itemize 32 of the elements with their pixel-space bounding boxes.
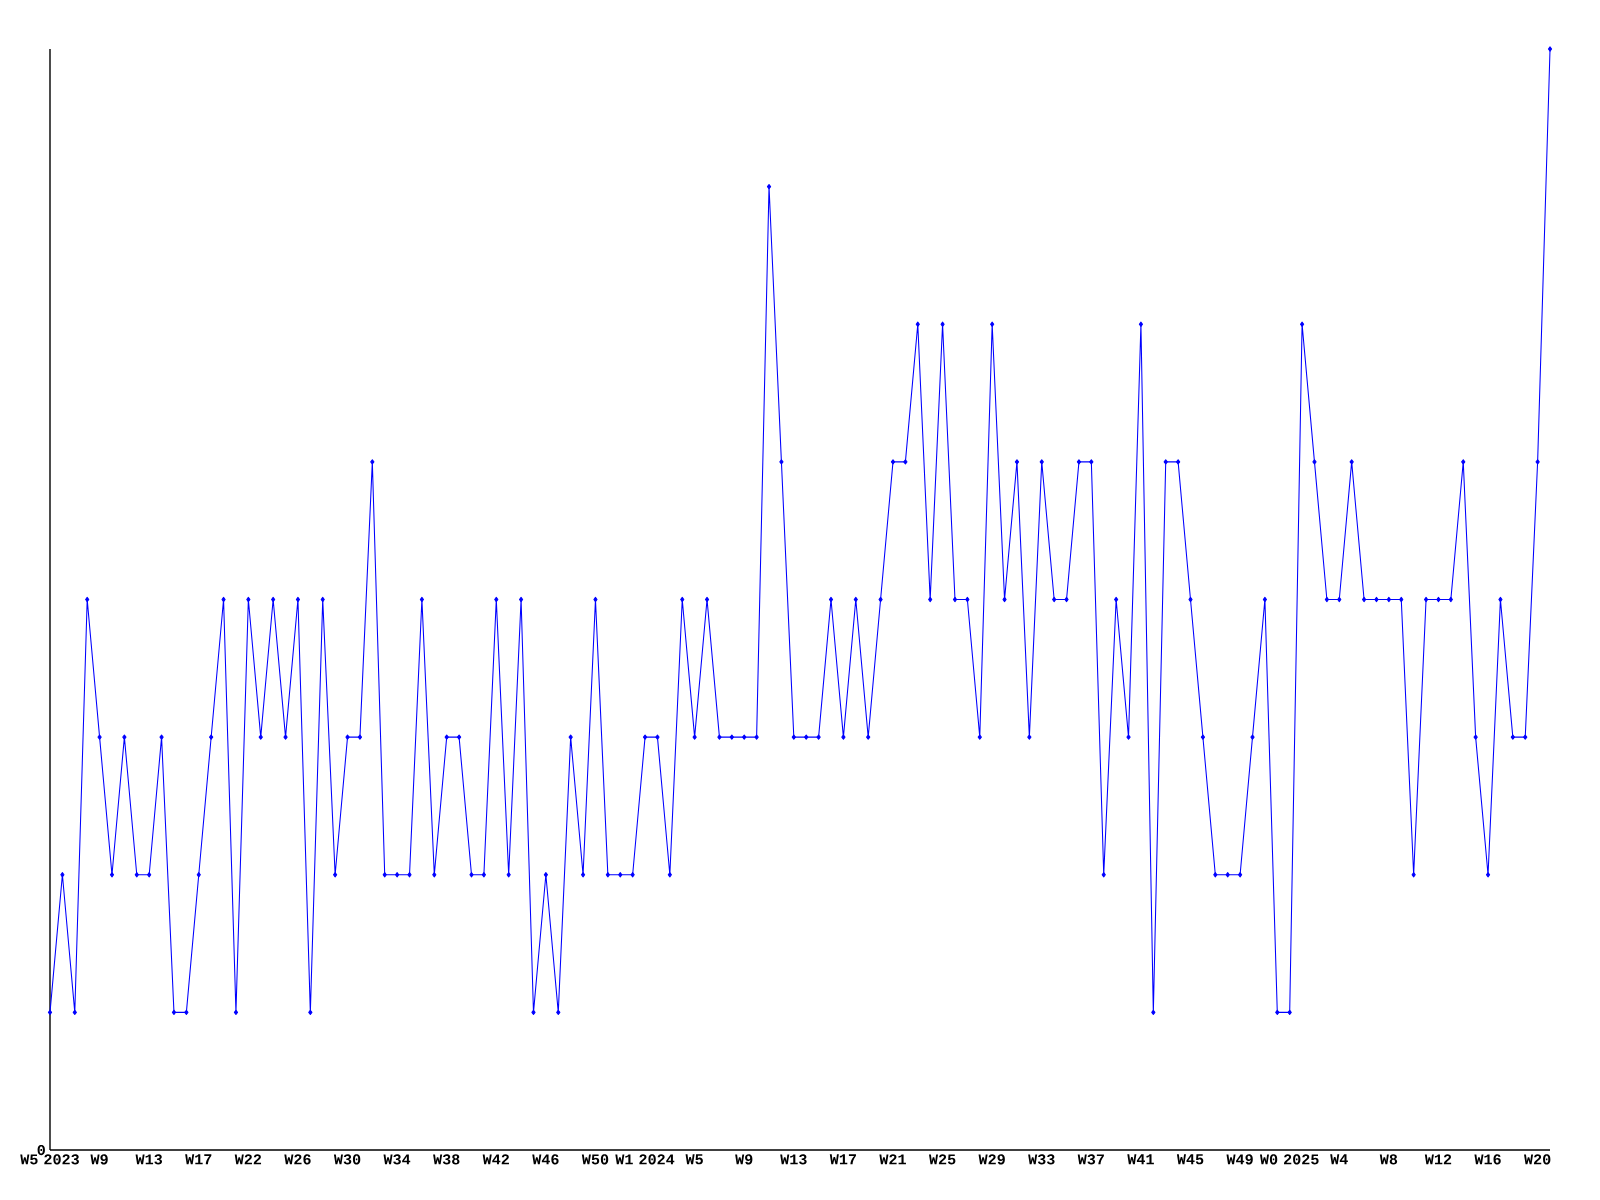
x-tick-label: W17 (185, 1154, 212, 1165)
x-tick-label: W41 (1127, 1154, 1154, 1165)
text: 0 (37, 1144, 45, 1156)
x-tick-label: W50 (581, 1154, 609, 1165)
x-tick-label: W22 (234, 1154, 262, 1165)
x-tick-label: W9 (90, 1154, 108, 1165)
x-tick-label: W9 (735, 1154, 753, 1165)
x-tick-label: W46 (532, 1154, 559, 1165)
x-tick-label: W29 (978, 1154, 1005, 1165)
x-tick-label: W42 (482, 1154, 509, 1165)
x-tick-label: W37 (1077, 1154, 1104, 1165)
x-tick-label: W5 (685, 1154, 703, 1165)
x-tick-label: W30 (333, 1154, 361, 1165)
x-tick-label: W4 (1330, 1154, 1348, 1165)
x-tick-label: W0 2025 (1259, 1154, 1319, 1165)
x-tick-label: W49 (1226, 1154, 1253, 1165)
x-tick-label: W17 (829, 1154, 856, 1165)
x-tick-label: W20 (1524, 1154, 1551, 1165)
x-tick-label: W45 (1176, 1154, 1204, 1165)
x-tick-label: W1 2024 (615, 1154, 675, 1165)
x-tick-label: W13 (135, 1154, 163, 1165)
x-tick-label: W34 (383, 1154, 411, 1165)
x-tick-label: W8 (1379, 1154, 1398, 1165)
x-tick-label: W12 (1424, 1154, 1452, 1165)
x-tick-label: W21 (879, 1154, 906, 1165)
x-tick-label: W5 2023 (20, 1154, 79, 1165)
x-tick-label: W33 (1028, 1154, 1055, 1165)
x-tick-label: W26 (284, 1154, 311, 1165)
x-tick-label: W13 (780, 1154, 807, 1165)
x-tick-label: W16 (1474, 1154, 1501, 1165)
x-tick-label: W38 (433, 1154, 460, 1165)
x-tick-label: W25 (928, 1154, 956, 1165)
